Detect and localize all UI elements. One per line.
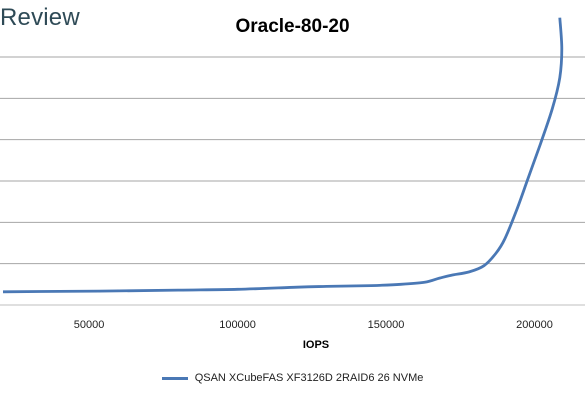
legend: QSAN XCubeFAS XF3126D 2RAID6 26 NVMe xyxy=(0,372,585,384)
legend-swatch xyxy=(161,376,188,380)
x-tick-label: 100000 xyxy=(219,319,256,331)
x-axis-ticks: 50000 100000 150000 200000 xyxy=(74,319,553,331)
x-tick-label: 200000 xyxy=(516,319,553,331)
series-lines xyxy=(2,17,564,294)
series-line-0 xyxy=(2,17,564,294)
chart-title: Oracle-80-20 xyxy=(235,16,350,37)
brand-logo: Review xyxy=(0,4,80,31)
gridlines xyxy=(0,56,585,306)
legend-label: QSAN XCubeFAS XF3126D 2RAID6 26 NVMe xyxy=(194,372,424,384)
x-tick-label: 50000 xyxy=(74,319,105,331)
x-axis-label: IOPS xyxy=(303,339,329,351)
x-tick-label: 150000 xyxy=(368,319,405,331)
